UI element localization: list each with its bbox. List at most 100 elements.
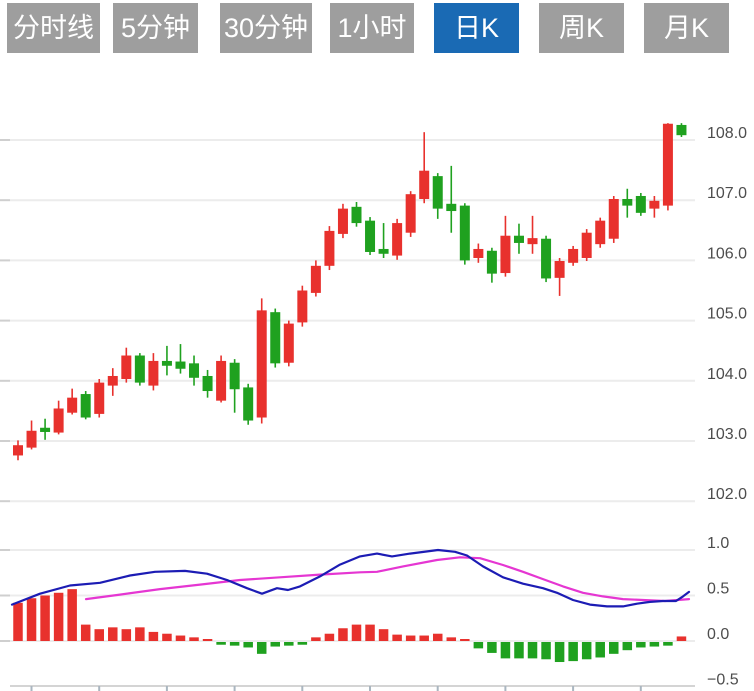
candle bbox=[80, 391, 91, 420]
macd-tick-label: −0.5 bbox=[707, 672, 739, 689]
candle bbox=[256, 298, 267, 424]
candle bbox=[94, 378, 105, 418]
candle-body bbox=[419, 170, 430, 199]
candle-body bbox=[662, 123, 673, 206]
macd-bar bbox=[609, 642, 619, 654]
candle-body bbox=[26, 430, 37, 448]
candle bbox=[676, 123, 687, 137]
timeframe-button-weekly[interactable]: 周K bbox=[539, 3, 624, 53]
candle-body bbox=[121, 355, 132, 379]
candle-body bbox=[67, 397, 78, 413]
candle-body bbox=[446, 203, 457, 212]
candle bbox=[513, 223, 524, 254]
candle-body bbox=[243, 387, 254, 421]
candle-body bbox=[53, 408, 64, 433]
macd-bar bbox=[243, 642, 253, 648]
price-tick-label: 106.0 bbox=[707, 245, 747, 262]
price-tick-label: 105.0 bbox=[707, 306, 747, 323]
candle-body bbox=[486, 250, 497, 274]
candle-body bbox=[568, 248, 579, 263]
candle bbox=[40, 418, 51, 440]
timeframe-button-30min[interactable]: 30分钟 bbox=[220, 3, 312, 53]
price-axis-labels: 108.0 107.0 106.0 105.0 104.0 103.0 102.0 bbox=[707, 125, 747, 503]
macd-bar bbox=[432, 633, 443, 641]
macd-bar bbox=[284, 642, 294, 646]
macd-bar bbox=[67, 589, 77, 641]
macd-bar bbox=[595, 642, 605, 658]
macd-bar bbox=[500, 642, 511, 659]
macd-bar bbox=[297, 642, 308, 645]
candle-body bbox=[148, 360, 159, 386]
candle bbox=[635, 192, 646, 216]
candle bbox=[608, 195, 619, 243]
candle bbox=[270, 308, 281, 368]
dif-line bbox=[10, 548, 691, 608]
x-axis bbox=[10, 685, 695, 691]
candle bbox=[527, 215, 538, 254]
candle-body bbox=[635, 195, 646, 213]
candle bbox=[459, 203, 470, 265]
candle bbox=[662, 123, 673, 211]
macd-bar bbox=[338, 628, 348, 641]
macd-bar bbox=[135, 627, 145, 641]
macd-bar bbox=[162, 633, 172, 641]
candle-body bbox=[324, 230, 335, 266]
timeframe-button-intraday[interactable]: 分时线 bbox=[7, 3, 100, 53]
candle-body bbox=[351, 206, 362, 224]
candle bbox=[554, 257, 565, 296]
timeframe-button-1hour[interactable]: 1小时 bbox=[330, 3, 414, 53]
macd-bar bbox=[622, 642, 633, 651]
macd-bar bbox=[568, 642, 578, 662]
candle bbox=[324, 226, 335, 271]
timeframe-toolbar: 分时线 5分钟 30分钟 1小时 日K 周K 月K bbox=[7, 3, 729, 53]
candle bbox=[649, 195, 660, 218]
timeframe-button-daily[interactable]: 日K bbox=[434, 3, 519, 53]
candle bbox=[229, 359, 240, 413]
timeframe-button-5min[interactable]: 5分钟 bbox=[113, 3, 198, 53]
candles bbox=[13, 123, 687, 461]
candle bbox=[121, 347, 132, 383]
candle-body bbox=[134, 355, 145, 383]
timeframe-button-monthly[interactable]: 月K bbox=[644, 3, 729, 53]
macd-bar bbox=[94, 629, 104, 641]
candle bbox=[337, 203, 348, 239]
macd-bar bbox=[13, 602, 23, 641]
candle bbox=[175, 344, 186, 374]
macd-bar bbox=[554, 642, 565, 663]
price-tick-label: 107.0 bbox=[707, 185, 747, 202]
candle bbox=[67, 388, 78, 415]
candle-body bbox=[432, 176, 443, 209]
candle bbox=[351, 202, 362, 227]
candle bbox=[202, 369, 213, 398]
candle-body bbox=[608, 198, 619, 239]
macd-tick-label: 0.5 bbox=[707, 581, 729, 598]
candle bbox=[446, 165, 457, 233]
candle-body bbox=[161, 360, 172, 366]
candle-body bbox=[229, 362, 240, 390]
candle-body bbox=[541, 238, 552, 279]
candle bbox=[405, 191, 416, 237]
candle-body bbox=[175, 361, 186, 369]
macd-bar bbox=[175, 635, 186, 641]
macd-bar bbox=[324, 633, 335, 641]
candle bbox=[134, 353, 145, 386]
candle bbox=[243, 383, 254, 425]
macd-bar bbox=[663, 642, 673, 646]
macd-bar bbox=[26, 598, 37, 641]
candle-body bbox=[80, 394, 91, 418]
macd-bar bbox=[121, 629, 132, 641]
candle bbox=[622, 188, 633, 218]
candle bbox=[568, 245, 579, 266]
macd-bar bbox=[636, 642, 646, 648]
macd-bar bbox=[527, 642, 538, 659]
macd-bar bbox=[514, 642, 524, 659]
candle bbox=[486, 247, 497, 283]
candle bbox=[26, 420, 37, 450]
macd-bar bbox=[460, 639, 470, 641]
candle bbox=[297, 285, 308, 327]
price-tick-label: 102.0 bbox=[707, 486, 747, 503]
candle-body bbox=[595, 220, 606, 245]
macd-bar bbox=[473, 642, 484, 649]
macd-tick-label: 0.0 bbox=[707, 626, 729, 643]
